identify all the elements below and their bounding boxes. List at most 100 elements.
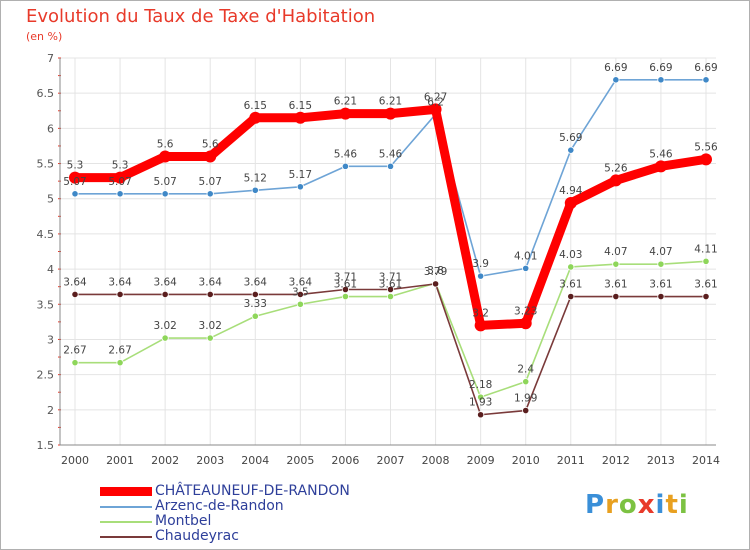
data-point-chaudeyrac	[657, 292, 665, 301]
data-point-montbel	[161, 334, 169, 342]
y-tick-label: 6.5	[37, 87, 55, 100]
data-label-montbel: 3.61	[334, 279, 357, 291]
data-point-chateauneuf-de-randon	[204, 150, 217, 163]
chart-title: Evolution du Taux de Taxe d'Habitation	[26, 6, 376, 27]
data-point-chateauneuf-de-randon	[114, 171, 127, 184]
data-label-chaudeyrac: 3.64	[108, 276, 132, 288]
x-tick-label: 2011	[557, 454, 585, 467]
y-tick-label: 7	[47, 52, 54, 65]
data-point-chateauneuf-de-randon	[339, 107, 352, 120]
x-tick-label: 2009	[467, 454, 495, 467]
x-tick-label: 2010	[512, 454, 540, 467]
y-tick-label: 5	[47, 193, 54, 206]
legend-swatch-chateauneuf	[100, 487, 152, 496]
data-point-montbel	[657, 260, 665, 268]
data-point-arzenc-de-randon	[251, 186, 259, 194]
data-point-montbel	[386, 292, 395, 301]
data-label-arzenc-de-randon: 6.2	[427, 96, 444, 108]
x-tick-label: 2003	[196, 454, 224, 467]
data-label-chateauneuf-de-randon: 5.46	[649, 148, 673, 160]
data-label-chateauneuf-de-randon: 3.23	[514, 305, 537, 317]
data-point-arzenc-de-randon	[386, 162, 395, 170]
data-point-chateauneuf-de-randon	[654, 160, 667, 173]
data-label-chateauneuf-de-randon: 5.6	[202, 139, 219, 151]
data-point-arzenc-de-randon	[341, 162, 350, 170]
data-label-chaudeyrac: 1.99	[514, 393, 537, 405]
data-point-chateauneuf-de-randon	[609, 174, 622, 187]
data-point-chateauneuf-de-randon	[519, 317, 532, 330]
y-tick-label: 2.5	[37, 369, 55, 382]
legend-swatch-chaudeyrac	[100, 536, 152, 538]
y-tick-label: 4	[47, 263, 54, 276]
data-label-arzenc-de-randon: 3.9	[472, 258, 489, 270]
logo-letter: x	[637, 490, 656, 520]
x-tick-label: 2006	[331, 454, 359, 467]
data-label-chaudeyrac: 3.61	[649, 279, 672, 291]
logo-letter: r	[605, 490, 619, 520]
y-tick-label: 3	[47, 333, 54, 346]
data-point-montbel	[702, 257, 710, 265]
logo-letter: i	[655, 490, 666, 520]
x-tick-label: 2007	[377, 454, 405, 467]
data-point-montbel	[567, 263, 575, 271]
data-point-montbel	[612, 260, 620, 268]
data-point-montbel	[477, 393, 485, 401]
data-label-chateauneuf-de-randon: 5.3	[67, 160, 84, 172]
legend-swatch-montbel	[100, 521, 152, 523]
data-label-montbel: 4.03	[559, 249, 582, 261]
data-point-arzenc-de-randon	[567, 146, 575, 154]
data-label-arzenc-de-randon: 5.07	[153, 176, 176, 188]
data-label-montbel: 3.02	[199, 320, 222, 332]
data-label-arzenc-de-randon: 5.12	[244, 172, 267, 184]
data-label-chateauneuf-de-randon: 5.3	[112, 160, 129, 172]
data-point-chaudeyrac	[161, 290, 169, 299]
data-label-arzenc-de-randon: 5.46	[334, 148, 358, 160]
x-tick-label: 2004	[241, 454, 269, 467]
data-point-montbel	[341, 292, 350, 301]
x-tick-label: 2014	[692, 454, 720, 467]
legend-swatch-arzenc	[100, 506, 152, 508]
data-label-chaudeyrac: 3.79	[424, 266, 447, 278]
data-label-chaudeyrac: 3.61	[604, 279, 627, 291]
y-tick-label: 6	[47, 122, 54, 135]
data-label-chateauneuf-de-randon: 5.6	[157, 139, 174, 151]
data-point-montbel	[71, 359, 79, 367]
x-tick-label: 2013	[647, 454, 675, 467]
data-label-arzenc-de-randon: 6.69	[604, 62, 627, 74]
data-label-chateauneuf-de-randon: 3.2	[472, 307, 489, 319]
data-point-arzenc-de-randon	[702, 76, 710, 84]
data-label-montbel: 2.67	[108, 345, 131, 357]
data-label-arzenc-de-randon: 4.01	[514, 250, 537, 262]
legend-label-arzenc: Arzenc-de-Randon	[155, 498, 284, 514]
data-label-chateauneuf-de-randon: 6.15	[289, 100, 312, 112]
data-point-montbel	[522, 378, 530, 386]
logo-letter: P	[585, 490, 606, 520]
data-point-chaudeyrac	[296, 290, 304, 299]
data-point-chaudeyrac	[341, 285, 350, 294]
data-label-montbel: 3.61	[379, 279, 402, 291]
data-label-montbel: 2.18	[469, 379, 492, 391]
data-point-chateauneuf-de-randon	[159, 150, 172, 163]
data-point-chaudeyrac	[567, 292, 575, 301]
y-tick-label: 5.5	[37, 158, 55, 171]
data-label-chaudeyrac: 3.71	[379, 271, 402, 283]
data-point-montbel	[206, 334, 214, 342]
data-point-arzenc-de-randon	[161, 190, 169, 198]
data-point-chateauneuf-de-randon	[429, 103, 442, 116]
data-point-chateauneuf-de-randon	[564, 196, 577, 209]
data-label-montbel: 4.07	[649, 246, 672, 258]
x-tick-label: 2012	[602, 454, 630, 467]
logo-letter: o	[618, 490, 638, 520]
data-point-chaudeyrac	[522, 406, 530, 415]
data-label-chaudeyrac: 3.64	[289, 276, 313, 288]
data-point-arzenc-de-randon	[296, 183, 304, 191]
data-point-chaudeyrac	[477, 411, 485, 419]
data-label-arzenc-de-randon: 6.69	[694, 62, 717, 74]
legend-label-chateauneuf: CHÂTEAUNEUF-DE-RANDON	[155, 483, 350, 499]
data-label-montbel: 2.67	[63, 345, 86, 357]
data-point-arzenc-de-randon	[612, 76, 620, 84]
data-label-arzenc-de-randon: 5.07	[108, 176, 131, 188]
data-label-montbel: 2.4	[517, 364, 534, 376]
chart-subtitle: (en %)	[26, 30, 63, 43]
y-tick-label: 1.5	[37, 439, 55, 452]
